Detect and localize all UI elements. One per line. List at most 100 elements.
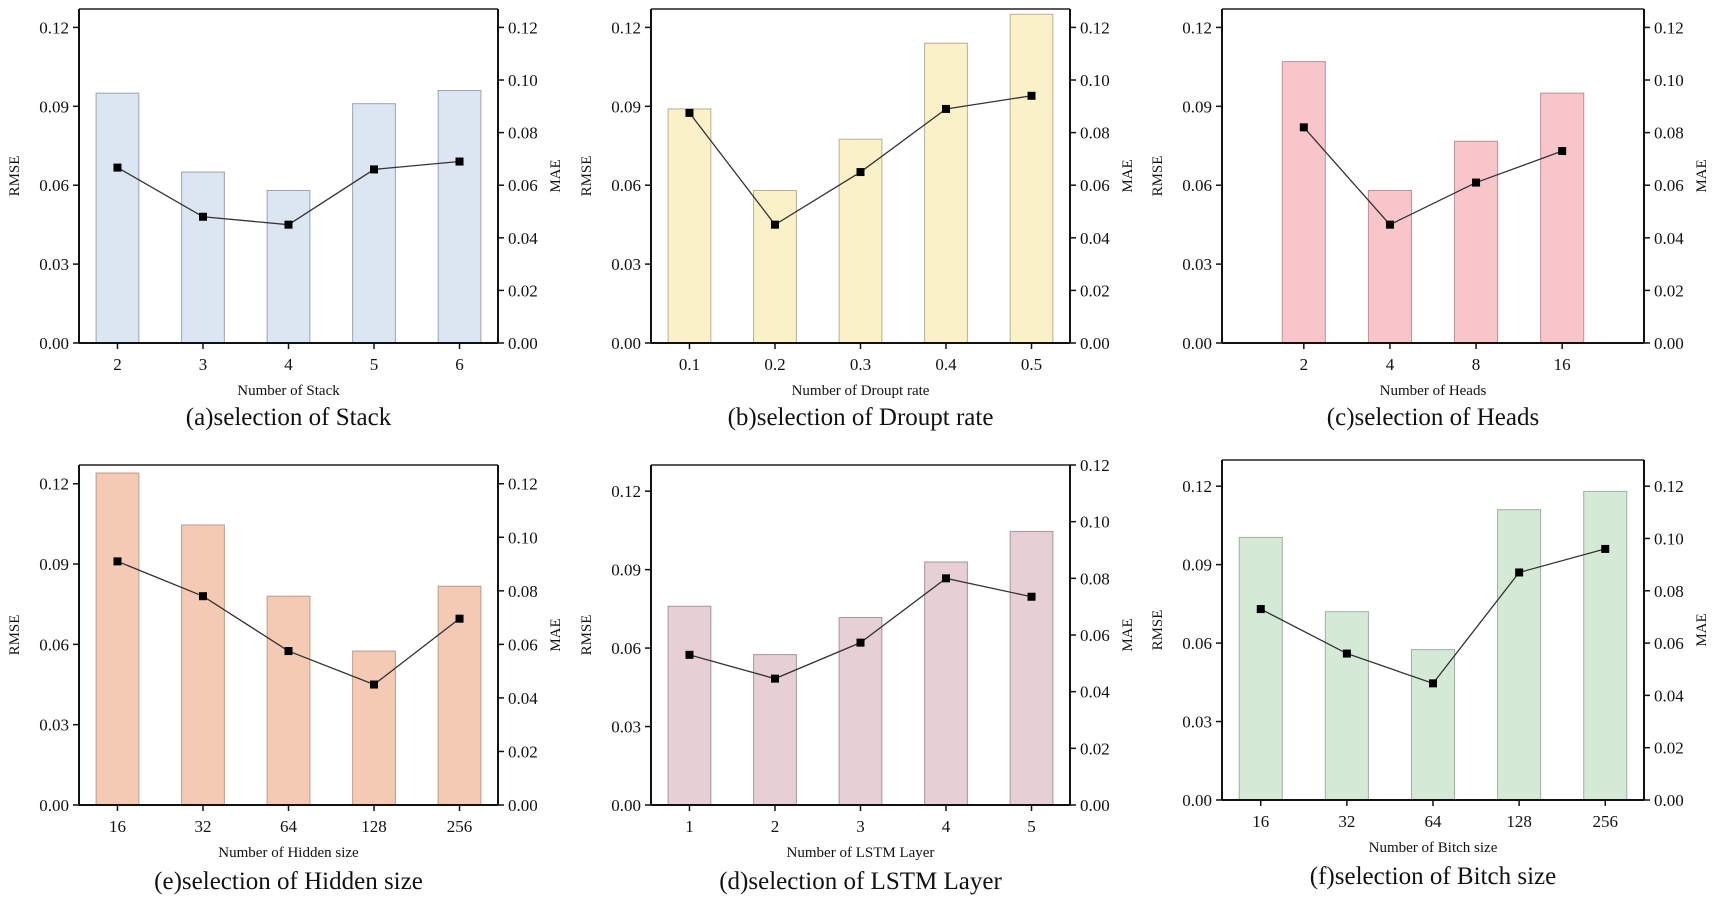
x-tick-label: 256 xyxy=(1592,812,1618,831)
mae-line xyxy=(1303,126,1563,226)
y2-tick-label: 0.08 xyxy=(508,582,538,601)
y2-tick-label: 0.08 xyxy=(1654,124,1684,143)
y2-tick-label: 0.04 xyxy=(1080,683,1110,702)
mae-marker xyxy=(1429,679,1437,688)
y-tick-label: 0.06 xyxy=(1182,634,1212,653)
x-tick-label: 0.4 xyxy=(935,355,957,374)
mae-marker xyxy=(455,614,464,623)
y2-tick-label: 0.00 xyxy=(1654,334,1684,353)
rmse-bar xyxy=(181,524,225,806)
y2-tick-label: 0.08 xyxy=(508,124,538,143)
rmse-bar xyxy=(1410,649,1456,801)
y2-tick-label: 0.08 xyxy=(1654,582,1684,601)
mae-marker xyxy=(198,212,207,221)
mae-marker xyxy=(1299,123,1308,132)
mae-marker xyxy=(284,647,293,656)
y-axis-label: RMSE xyxy=(579,615,595,656)
rmse-bar xyxy=(1454,140,1499,344)
mae-marker xyxy=(1342,649,1351,658)
y2-tick-label: 0.02 xyxy=(1080,739,1110,758)
y2-tick-label: 0.12 xyxy=(1654,18,1684,37)
mae-marker xyxy=(685,108,694,117)
y-tick-label: 0.03 xyxy=(611,718,641,737)
y-tick-label: 0.00 xyxy=(611,796,641,815)
y2-tick-label: 0.00 xyxy=(1654,791,1684,810)
rmse-bar xyxy=(95,472,140,806)
y2-tick-label: 0.04 xyxy=(1654,229,1684,248)
x-tick-label: 16 xyxy=(1252,812,1269,831)
rmse-bar xyxy=(352,650,396,806)
y2-tick-label: 0.06 xyxy=(1654,176,1684,195)
x-axis-label: Number of Heads xyxy=(1380,383,1487,399)
x-tick-label: 0.3 xyxy=(850,355,871,374)
y-tick-label: 0.03 xyxy=(1182,713,1212,732)
x-tick-label: 0.2 xyxy=(764,355,785,374)
chart-caption: (e)selection of Hidden size xyxy=(154,868,423,895)
rmse-bar xyxy=(352,103,396,344)
x-tick-label: 32 xyxy=(1338,812,1355,831)
y-tick-label: 0.00 xyxy=(1182,791,1212,810)
y-tick-label: 0.06 xyxy=(39,635,69,654)
chart-panel-b: 0.00 0.03 0.06 0.09 0.12 0.00 0.02 0.04 0.06 0.08… xyxy=(579,8,1136,431)
chart-panel-a: 0.00 0.03 0.06 0.09 0.12 0.00 0.02 0.04 0.06 0.08… xyxy=(7,8,564,431)
y-axis-label: RMSE xyxy=(7,156,23,197)
y2-tick-label: 0.12 xyxy=(1080,456,1110,475)
y2-tick-label: 0.02 xyxy=(508,742,538,761)
y2-tick-label: 0.10 xyxy=(508,528,538,547)
mae-marker xyxy=(370,680,379,689)
y-axis-label: RMSE xyxy=(579,156,595,197)
x-axis-label: Number of Droupt rate xyxy=(792,383,930,399)
y-tick-label: 0.03 xyxy=(611,255,641,274)
x-axis-label: Number of Bitch size xyxy=(1369,840,1498,856)
y2-tick-label: 0.12 xyxy=(508,475,538,494)
y2-tick-label: 0.00 xyxy=(508,334,538,353)
x-tick-label: 2 xyxy=(1300,355,1309,374)
x-tick-label: 4 xyxy=(942,817,951,836)
x-tick-label: 1 xyxy=(685,817,694,836)
y2-tick-label: 0.04 xyxy=(508,689,538,708)
y-tick-label: 0.06 xyxy=(611,176,641,195)
y-tick-label: 0.03 xyxy=(39,255,69,274)
mae-marker xyxy=(455,157,464,166)
y-tick-label: 0.12 xyxy=(611,482,641,501)
chart-caption: (f)selection of Bitch size xyxy=(1310,863,1556,890)
rmse-bar xyxy=(1238,536,1283,801)
x-tick-label: 256 xyxy=(447,817,473,836)
x-tick-label: 3 xyxy=(199,355,208,374)
x-axis-label: Number of LSTM Layer xyxy=(787,845,935,861)
x-tick-label: 128 xyxy=(1506,812,1532,831)
x-tick-label: 128 xyxy=(361,817,387,836)
y2-tick-label: 0.10 xyxy=(1080,513,1110,532)
y-tick-label: 0.09 xyxy=(1182,556,1212,575)
y2-axis-label: MAE xyxy=(1120,618,1136,651)
y-tick-label: 0.03 xyxy=(39,716,69,735)
chart-panel-d: 0.00 0.03 0.06 0.09 0.12 0.00 0.02 0.04 0.06 0.08… xyxy=(579,456,1136,895)
mae-marker xyxy=(1558,147,1567,156)
mae-marker xyxy=(942,104,951,113)
mae-marker xyxy=(770,220,779,229)
y-tick-label: 0.03 xyxy=(1182,255,1212,274)
y2-tick-label: 0.06 xyxy=(508,176,538,195)
rmse-bar xyxy=(924,42,968,344)
rmse-bar xyxy=(1324,611,1369,801)
y-tick-label: 0.00 xyxy=(611,334,641,353)
y2-tick-label: 0.06 xyxy=(508,635,538,654)
x-tick-label: 0.5 xyxy=(1021,355,1042,374)
mae-marker xyxy=(198,592,207,601)
y-axis-label: RMSE xyxy=(1150,156,1166,197)
y2-tick-label: 0.10 xyxy=(508,71,538,90)
y-axis-label: RMSE xyxy=(1150,610,1166,651)
y2-tick-label: 0.02 xyxy=(1654,281,1684,300)
x-tick-label: 8 xyxy=(1472,355,1481,374)
mae-marker xyxy=(942,574,951,583)
x-axis-label: Number of Stack xyxy=(237,383,340,399)
mae-marker xyxy=(1385,220,1394,229)
y2-tick-label: 0.12 xyxy=(508,18,538,37)
rmse-bar xyxy=(753,189,797,344)
y2-axis-label: MAE xyxy=(1120,159,1136,192)
chart-panel-f: 0.00 0.03 0.06 0.09 0.12 0.00 0.02 0.04 0.06 0.08… xyxy=(1150,459,1710,890)
y-tick-label: 0.00 xyxy=(39,334,69,353)
x-tick-label: 16 xyxy=(1554,355,1571,374)
y-tick-label: 0.09 xyxy=(611,561,641,580)
y2-tick-label: 0.00 xyxy=(508,796,538,815)
